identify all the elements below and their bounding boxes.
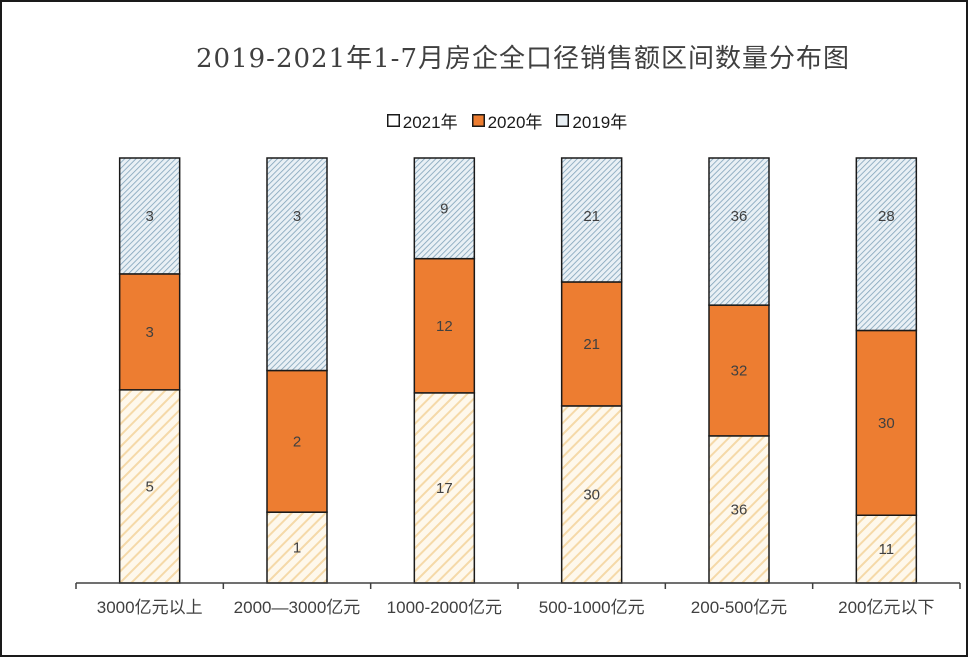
- data-label: 36: [731, 208, 748, 225]
- legend-item: 2020年: [471, 108, 543, 133]
- bar-segment: [708, 157, 770, 306]
- chart-legend: 2021年 2020年 2019年: [0, 108, 968, 133]
- data-label: 21: [583, 208, 600, 225]
- data-label: 2: [293, 433, 301, 450]
- data-label: 12: [436, 318, 453, 335]
- legend-label: 2021年: [402, 113, 458, 132]
- legend-label: 2020年: [487, 113, 543, 132]
- data-label: 28: [878, 208, 895, 225]
- data-label: 3: [145, 208, 153, 225]
- data-label: 36: [731, 501, 748, 518]
- category-label: 200亿元以下: [838, 598, 934, 617]
- category-label: 500-1000亿元: [539, 598, 645, 617]
- bar-segment: [266, 157, 328, 372]
- legend-swatch: [386, 114, 400, 127]
- data-label: 30: [878, 415, 895, 432]
- bar-segment: [413, 157, 476, 260]
- legend-item: 2021年: [386, 108, 458, 133]
- bar-segment: [708, 304, 770, 437]
- bar-segment: [708, 435, 770, 584]
- legend-swatch: [471, 114, 485, 127]
- bar-segment: [266, 369, 328, 513]
- bar-segment: [855, 157, 918, 332]
- data-label: 32: [731, 363, 748, 380]
- bar-segment: [266, 511, 328, 584]
- bar-segment: [855, 329, 918, 516]
- data-label: 3: [145, 324, 153, 341]
- bar-segment: [855, 514, 918, 584]
- category-label: 200-500亿元: [691, 598, 787, 617]
- bar-segment: [118, 157, 181, 275]
- bar-segment: [560, 157, 623, 283]
- legend-item: 2019年: [556, 108, 627, 133]
- data-label: 9: [440, 200, 448, 217]
- data-label: 11: [879, 541, 895, 558]
- category-label: 1000-2000亿元: [387, 598, 502, 617]
- bar-segment: [118, 273, 181, 391]
- legend-label: 2019年: [572, 113, 628, 132]
- data-label: 30: [583, 486, 600, 503]
- data-label: 17: [436, 480, 453, 497]
- legend-swatch: [556, 114, 570, 127]
- category-label: 3000亿元以上: [97, 598, 203, 617]
- data-label: 21: [583, 336, 600, 353]
- category-label: 2000—3000亿元: [234, 598, 361, 617]
- data-label: 1: [293, 540, 301, 557]
- chart-title: 2019-2021年1-7月房企全口径销售额区间数量分布图: [196, 44, 850, 74]
- data-label: 5: [145, 478, 153, 495]
- bar-segment: [413, 257, 476, 394]
- bar-segment: [413, 392, 476, 584]
- data-label: 3: [293, 208, 301, 225]
